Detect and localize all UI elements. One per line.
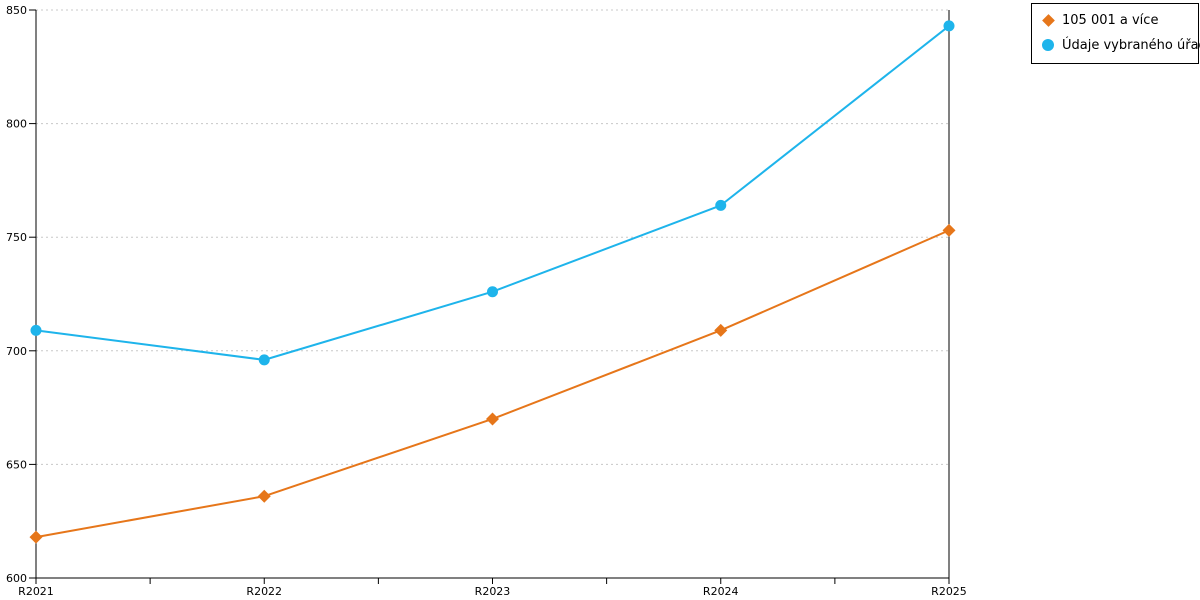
series-line <box>35 25 950 361</box>
data-point-marker[interactable] <box>257 489 271 503</box>
y-axis-label: 800 <box>6 118 27 131</box>
data-point-marker[interactable] <box>29 530 43 544</box>
series-line <box>35 229 950 539</box>
x-axis-label: R2024 <box>703 585 739 598</box>
circle-marker-icon <box>1042 39 1054 52</box>
data-point-marker[interactable] <box>714 323 728 337</box>
data-point-marker[interactable] <box>715 199 727 211</box>
x-axis-label: R2022 <box>246 585 282 598</box>
data-point-marker[interactable] <box>943 20 955 32</box>
y-axis-label: 600 <box>6 572 27 585</box>
data-point-marker[interactable] <box>258 354 270 366</box>
data-point-marker[interactable] <box>30 324 42 336</box>
y-axis-label: 850 <box>6 4 27 17</box>
legend-label: 105 001 a více <box>1062 13 1159 28</box>
legend: 105 001 a více Údaje vybraného úřadu <box>1031 3 1200 65</box>
x-axis-label: R2023 <box>475 585 511 598</box>
legend-label: Údaje vybraného úřadu <box>1062 37 1200 53</box>
y-axis-label: 750 <box>6 231 27 244</box>
legend-item-udaje-vybraneho-uradu[interactable]: Údaje vybraného úřadu <box>1042 38 1200 54</box>
data-point-marker[interactable] <box>487 286 498 298</box>
y-axis-label: 650 <box>6 458 27 471</box>
diamond-marker-icon <box>1042 14 1055 28</box>
y-axis-label: 700 <box>6 345 27 358</box>
legend-item-105-001-a-vice[interactable]: 105 001 a více <box>1042 13 1188 29</box>
x-axis-label: R2025 <box>931 585 967 598</box>
x-axis-label: R2021 <box>18 585 54 598</box>
data-point-marker[interactable] <box>942 223 956 237</box>
data-point-marker[interactable] <box>486 412 499 426</box>
